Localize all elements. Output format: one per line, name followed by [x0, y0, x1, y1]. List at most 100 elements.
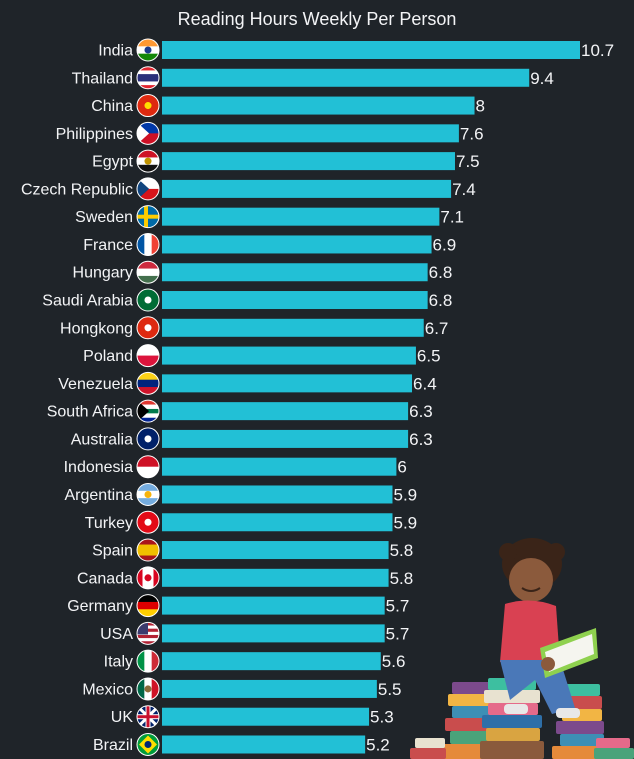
chart-title: Reading Hours Weekly Per Person [178, 9, 457, 29]
venezuela-flag-icon [136, 371, 160, 395]
category-label: Sweden [75, 209, 133, 226]
bar-canada [162, 568, 389, 587]
bar-hongkong [162, 318, 424, 337]
china-flag-icon [136, 94, 160, 118]
value-label: 10.7 [581, 41, 614, 60]
category-label: Brazil [93, 737, 133, 754]
bar-south-africa [162, 402, 409, 421]
category-label: USA [100, 626, 133, 643]
canada-flag-icon [136, 566, 160, 590]
bar-poland [162, 346, 416, 365]
bar-germany [162, 596, 385, 615]
value-label: 6 [397, 458, 406, 477]
germany-flag-icon [136, 594, 160, 618]
value-label: 5.8 [390, 569, 414, 588]
bar-saudi-arabia [162, 291, 428, 310]
bar-egypt [162, 152, 455, 171]
south-africa-flag-icon [136, 399, 160, 423]
egypt-flag-icon [136, 149, 160, 173]
saudi-arabia-flag-icon [136, 288, 160, 312]
category-label: Australia [71, 431, 133, 448]
bar-brazil [162, 735, 366, 754]
value-label: 6.7 [425, 319, 449, 338]
value-label: 6.8 [429, 263, 453, 282]
value-label: 5.6 [382, 652, 406, 671]
thailand-flag-icon [136, 66, 160, 90]
value-label: 7.6 [460, 124, 484, 143]
category-label: Canada [77, 570, 133, 587]
bar-china [162, 96, 475, 115]
category-label: Argentina [65, 487, 134, 504]
italy-flag-icon [136, 649, 160, 673]
category-label: Philippines [56, 126, 133, 143]
bar-australia [162, 429, 409, 448]
hongkong-flag-icon [136, 316, 160, 340]
hungary-flag-icon [136, 260, 160, 284]
bar-venezuela [162, 374, 413, 393]
value-label: 6.9 [433, 235, 457, 254]
bar-hungary [162, 263, 428, 282]
value-label: 5.7 [386, 597, 410, 616]
category-label: Venezuela [58, 376, 133, 393]
bar-philippines [162, 124, 459, 143]
value-label: 9.4 [530, 69, 554, 88]
value-label: 7.1 [440, 208, 464, 227]
turkey-flag-icon [136, 510, 160, 534]
value-label: 6.8 [429, 291, 453, 310]
category-label: Czech Republic [21, 181, 133, 198]
bars-layer: India 10.7 Thailand 9.4 China 8 Philippines 7.6… [21, 38, 614, 756]
category-label: Italy [104, 654, 133, 671]
category-label: Egypt [92, 154, 133, 171]
bar-sweden [162, 207, 440, 226]
value-label: 5.2 [366, 736, 390, 755]
argentina-flag-icon [136, 482, 160, 506]
value-label: 5.3 [370, 708, 394, 727]
czech-flag-icon [136, 177, 160, 201]
category-label: France [83, 237, 133, 254]
bar-france [162, 235, 432, 254]
category-label: UK [111, 709, 134, 726]
bar-thailand [162, 68, 530, 87]
value-label: 6.3 [409, 402, 433, 421]
value-label: 7.5 [456, 152, 480, 171]
category-label: Saudi Arabia [42, 293, 133, 310]
category-label: Turkey [85, 515, 133, 532]
mexico-flag-icon [136, 677, 160, 701]
category-label: Indonesia [64, 459, 133, 476]
category-label: China [91, 98, 133, 115]
value-label: 7.4 [452, 180, 476, 199]
category-label: Germany [67, 598, 133, 615]
value-label: 5.8 [390, 541, 414, 560]
category-label: South Africa [47, 404, 133, 421]
category-label: Spain [92, 543, 133, 560]
brazil-flag-icon [136, 733, 160, 756]
sweden-flag-icon [136, 205, 160, 229]
category-label: India [98, 43, 133, 60]
category-label: Poland [83, 348, 133, 365]
bar-spain [162, 541, 389, 560]
child-figure [499, 538, 598, 718]
poland-flag-icon [136, 344, 160, 368]
philippines-flag-icon [136, 121, 160, 145]
bar-usa [162, 624, 385, 643]
spain-flag-icon [136, 538, 160, 562]
value-label: 6.3 [409, 430, 433, 449]
value-label: 5.9 [393, 485, 417, 504]
bar-argentina [162, 485, 393, 504]
value-label: 5.5 [378, 680, 402, 699]
bar-indonesia [162, 457, 397, 476]
bar-india [162, 41, 580, 59]
category-label: Hongkong [60, 320, 133, 337]
value-label: 5.9 [393, 513, 417, 532]
category-label: Mexico [82, 681, 133, 698]
value-label: 6.4 [413, 374, 437, 393]
category-label: Thailand [72, 70, 133, 87]
value-label: 6.5 [417, 347, 441, 366]
value-label: 8 [476, 97, 485, 116]
australia-flag-icon [136, 427, 160, 451]
bar-turkey [162, 513, 393, 532]
bar-mexico [162, 679, 377, 698]
indonesia-flag-icon [136, 455, 160, 479]
france-flag-icon [136, 232, 160, 256]
